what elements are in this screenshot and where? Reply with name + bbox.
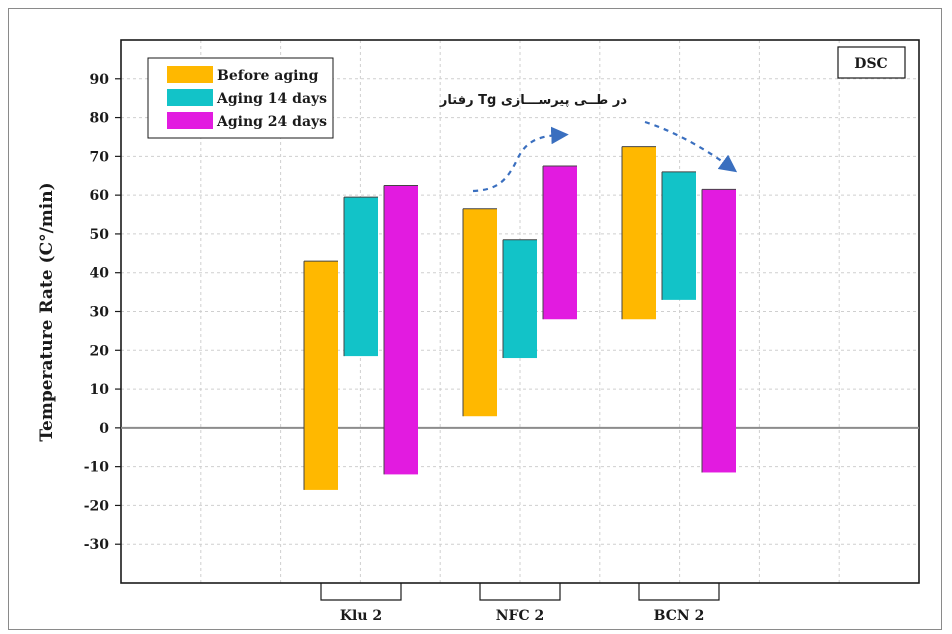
bar [384, 185, 418, 475]
annotation-text: رفتار Tg در طــی پیرســـازی [439, 93, 627, 108]
badge: DSC [837, 46, 906, 79]
legend-swatch [167, 112, 213, 129]
bar [662, 171, 696, 300]
y-tick-label: 70 [90, 149, 110, 165]
y-tick-label: 90 [90, 72, 110, 88]
y-axis-label: Temperature Rate (C°/min) [37, 182, 57, 441]
legend: Before aging Aging 14 days Aging 24 days [147, 57, 334, 139]
bar [622, 146, 656, 320]
legend-label: Before aging [217, 68, 319, 84]
bar [463, 208, 497, 417]
bar [543, 166, 577, 320]
y-tick-label: 80 [90, 111, 110, 127]
category-label: BCN 2 [654, 608, 705, 624]
y-tick-label: 10 [90, 382, 110, 398]
y-tick-label: 0 [99, 421, 109, 437]
y-tick-labels: 90 80 70 60 50 40 30 20 10 0 -10 -20 -30 [84, 72, 121, 553]
category-bracket [638, 583, 720, 601]
bars [303, 146, 736, 490]
category-label: Klu 2 [340, 608, 382, 624]
y-tick-label: -30 [84, 537, 110, 553]
legend-swatch [167, 66, 213, 83]
bar [304, 261, 338, 490]
y-tick-label: 60 [90, 188, 110, 204]
y-tick-label: 40 [90, 266, 110, 282]
legend-label: Aging 14 days [216, 91, 327, 107]
figure-frame [8, 8, 942, 630]
badge-text: DSC [854, 56, 887, 72]
category-label: NFC 2 [496, 608, 545, 624]
category-axis: Klu 2 NFC 2 BCN 2 [320, 583, 720, 624]
y-tick-label: -10 [84, 460, 110, 476]
legend-label: Aging 24 days [216, 114, 327, 130]
category-bracket [320, 583, 402, 601]
bar [344, 197, 378, 357]
bar [702, 189, 736, 473]
y-tick-label: -20 [84, 498, 110, 514]
bar [503, 239, 537, 359]
trend-arrow-down [644, 120, 738, 173]
badge-box [837, 46, 906, 79]
legend-swatch [167, 89, 213, 106]
y-tick-label: 30 [90, 305, 110, 321]
y-tick-label: 50 [90, 227, 110, 243]
y-tick-label: 20 [90, 343, 110, 359]
trend-arrow-up [472, 126, 569, 193]
category-bracket [479, 583, 561, 601]
